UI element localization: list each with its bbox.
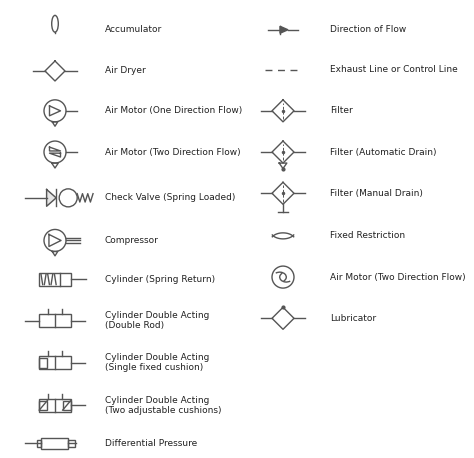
Polygon shape [280, 26, 288, 33]
Text: Cylinder Double Acting
(Single fixed cushion): Cylinder Double Acting (Single fixed cus… [105, 353, 210, 372]
Bar [39, 356, 71, 369]
Text: Fixed Restriction: Fixed Restriction [330, 231, 405, 240]
Text: Air Motor (Two Direction Flow): Air Motor (Two Direction Flow) [105, 147, 241, 157]
Text: Cylinder Double Acting
(Two adjustable cushions): Cylinder Double Acting (Two adjustable c… [105, 396, 221, 415]
Text: Compressor: Compressor [105, 236, 159, 245]
Bar [39, 399, 71, 412]
Bar [39, 314, 71, 327]
Bar [39, 273, 71, 286]
Bar [69, 440, 75, 447]
Bar [37, 440, 42, 447]
Text: Differential Pressure: Differential Pressure [105, 439, 197, 448]
Bar [42, 438, 69, 449]
Polygon shape [46, 190, 56, 206]
Text: Air Dryer: Air Dryer [105, 66, 146, 76]
Text: Filter: Filter [330, 106, 353, 115]
Text: Cylinder Double Acting
(Double Rod): Cylinder Double Acting (Double Rod) [105, 311, 210, 330]
Bar [63, 401, 71, 410]
Text: Cylinder (Spring Return): Cylinder (Spring Return) [105, 275, 215, 284]
Text: Air Motor (One Direction Flow): Air Motor (One Direction Flow) [105, 106, 242, 115]
Bar [39, 358, 47, 367]
Text: Direction of Flow: Direction of Flow [330, 25, 406, 34]
Text: Lubricator: Lubricator [330, 314, 376, 323]
Text: Check Valve (Spring Loaded): Check Valve (Spring Loaded) [105, 193, 236, 202]
Text: Accumulator: Accumulator [105, 25, 162, 34]
Text: Exhaust Line or Control Line: Exhaust Line or Control Line [330, 65, 458, 74]
Bar [39, 401, 47, 410]
Text: Filter (Manual Drain): Filter (Manual Drain) [330, 189, 423, 198]
Text: Air Motor (Two Direction Flow): Air Motor (Two Direction Flow) [330, 273, 465, 282]
Text: Filter (Automatic Drain): Filter (Automatic Drain) [330, 147, 437, 157]
